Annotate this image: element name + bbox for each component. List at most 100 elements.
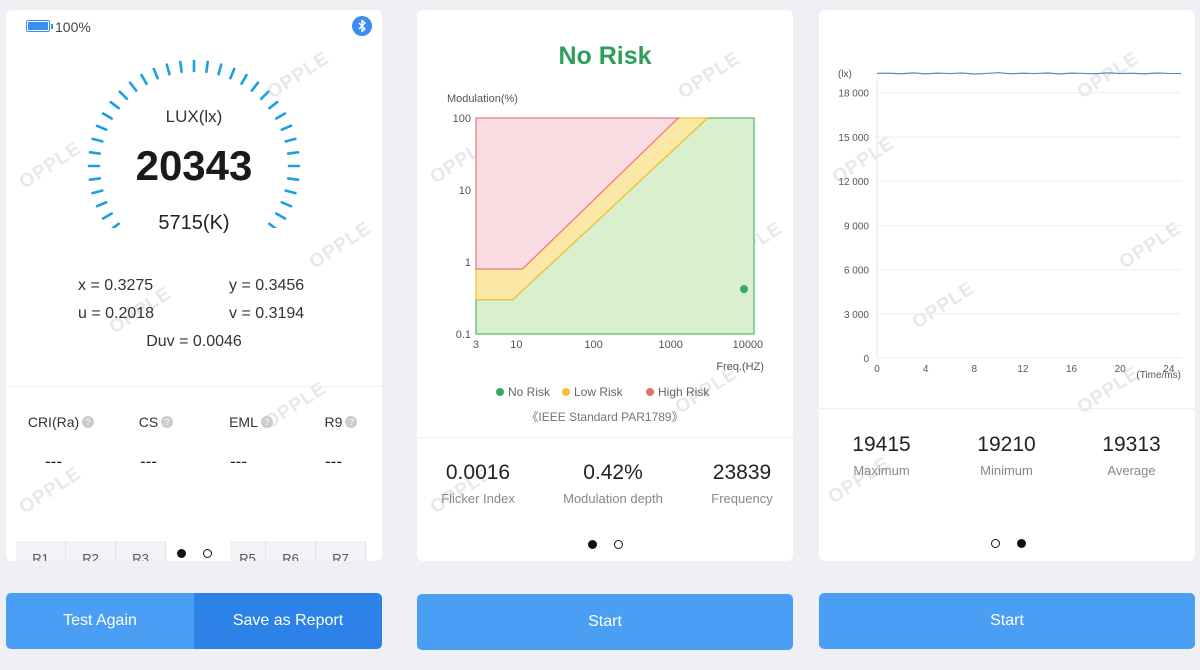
tab-r6[interactable]: R6 xyxy=(266,541,316,561)
x-tick-label: 10000 xyxy=(733,339,764,351)
tab-r5[interactable]: R5 xyxy=(230,541,266,561)
gauge-tick xyxy=(229,67,236,80)
y-tick-label: 3 000 xyxy=(844,310,869,321)
gauge-tick xyxy=(101,112,114,120)
metric-eml[interactable]: EML? xyxy=(196,414,306,430)
average-label: Average xyxy=(1107,463,1156,478)
help-icon[interactable]: ? xyxy=(82,416,95,428)
gauge-tick xyxy=(274,212,287,220)
chroma-u: u = 0.2018 xyxy=(78,305,155,322)
help-icon[interactable]: ? xyxy=(345,416,358,428)
lux-gauge xyxy=(87,59,301,228)
help-icon[interactable]: ? xyxy=(161,416,174,428)
metric-label: CS xyxy=(138,414,159,430)
modulation-depth-label: Modulation depth xyxy=(563,491,663,506)
gauge-tick xyxy=(101,212,114,220)
flicker-index-value: 0.0016 xyxy=(445,461,511,484)
light-meter-card: OPPLE OPPLE OPPLE OPPLE OPPLE OPPLE 100%… xyxy=(6,10,382,561)
divider xyxy=(819,408,1195,409)
gauge-tick xyxy=(165,63,171,76)
metric-r9[interactable]: R9? xyxy=(286,414,382,430)
maximum-label: Maximum xyxy=(853,463,910,478)
test-again-button[interactable]: Test Again xyxy=(6,593,194,649)
lux-value: 20343 xyxy=(135,142,253,189)
y-tick-label: 12 000 xyxy=(838,177,869,188)
watermark: OPPLE xyxy=(824,452,895,509)
pager-dot[interactable] xyxy=(614,540,623,549)
minimum-value: 19210 xyxy=(977,433,1036,456)
risk-status: No Risk xyxy=(558,42,652,70)
y-tick-label: 6 000 xyxy=(844,266,869,277)
x-tick-label: 1000 xyxy=(658,339,682,351)
x-tick-label: 24 xyxy=(1163,364,1175,375)
y-tick-label: 100 xyxy=(453,113,471,125)
gauge-tick xyxy=(274,112,287,120)
x-tick-label: 10 xyxy=(510,339,522,351)
high-risk-region xyxy=(475,117,680,270)
illuminance-series-line xyxy=(876,72,1182,75)
light-meter-panel: OPPLE OPPLE OPPLE OPPLE OPPLE OPPLE 100%… xyxy=(0,0,395,670)
tab-r3[interactable]: R3 xyxy=(116,541,166,561)
maximum-value: 19415 xyxy=(852,433,911,456)
chroma-v: v = 0.3194 xyxy=(229,305,305,322)
metric-label: R9 xyxy=(324,414,343,430)
measurement-point xyxy=(740,285,748,294)
metric-value: --- xyxy=(325,452,342,471)
gauge-tick xyxy=(118,90,129,101)
pager-dot[interactable] xyxy=(203,549,212,558)
tab-r1[interactable]: R1 xyxy=(16,541,66,561)
metric-cs[interactable]: CS? xyxy=(101,414,211,430)
gauge-tick xyxy=(268,100,279,110)
average-value: 19313 xyxy=(1102,433,1161,456)
y-tick-label: 15 000 xyxy=(838,133,869,144)
bluetooth-icon[interactable] xyxy=(352,16,372,36)
metric-cri[interactable]: CRI(Ra)? xyxy=(6,414,116,430)
frequency-label: Frequency xyxy=(711,491,773,506)
gauge-tick xyxy=(286,150,300,155)
y-axis-label: (lx) xyxy=(838,69,852,80)
pager-dot-active[interactable] xyxy=(1017,539,1026,548)
y-tick-label: 10 xyxy=(459,185,471,197)
x-tick-label: 100 xyxy=(584,339,602,351)
metric-value: --- xyxy=(230,452,247,471)
gauge-tick xyxy=(259,90,270,101)
x-tick-label: 0 xyxy=(874,364,880,375)
divider xyxy=(6,386,382,387)
watermark: OPPLE xyxy=(15,137,86,194)
x-tick-label: 3 xyxy=(473,339,479,351)
y-tick-label: 0.1 xyxy=(456,329,471,341)
x-tick-label: 20 xyxy=(1115,364,1127,375)
tab-r2[interactable]: R2 xyxy=(66,541,116,561)
gauge-tick xyxy=(280,201,293,208)
gauge-tick xyxy=(140,73,148,86)
gauge-tick xyxy=(109,100,120,110)
flicker-card: OPPLE OPPLE OPPLE OPPLE OPPLE No Risk 10… xyxy=(417,10,793,561)
gauge-tick xyxy=(205,60,210,74)
pager-dot-active[interactable] xyxy=(177,549,186,558)
x-axis-label: (Time/ms) xyxy=(1136,370,1181,381)
start-button[interactable]: Start xyxy=(819,593,1195,649)
metric-value: --- xyxy=(45,452,62,471)
x-tick-label: 16 xyxy=(1066,364,1078,375)
pager-dot[interactable] xyxy=(991,539,1000,548)
illuminance-chart: 18 000 15 000 12 000 9 000 6 000 3 000 00 4 8 12 1… xyxy=(838,69,1182,381)
gauge-label: LUX(lx) xyxy=(165,107,223,126)
cct-value: 5715(K) xyxy=(158,212,230,234)
save-report-button[interactable]: Save as Report xyxy=(194,593,382,649)
pager-dot-active[interactable] xyxy=(588,540,597,549)
illuminance-panel: OPPLE OPPLE OPPLE OPPLE OPPLE OPPLE 18 0… xyxy=(806,0,1200,670)
legend-label: No Risk xyxy=(508,385,551,399)
start-button[interactable]: Start xyxy=(417,594,793,650)
help-icon[interactable]: ? xyxy=(260,416,273,428)
x-tick-label: 12 xyxy=(1017,364,1029,375)
gauge-tick xyxy=(284,189,297,195)
pager xyxy=(166,541,230,561)
gauge-tick xyxy=(95,124,108,131)
chroma-x: x = 0.3275 xyxy=(78,277,154,294)
tab-r7[interactable]: R7 xyxy=(316,541,366,561)
modulation-depth-value: 0.42% xyxy=(583,461,643,484)
metric-value: --- xyxy=(140,452,157,471)
minimum-label: Minimum xyxy=(980,463,1033,478)
legend-marker xyxy=(562,388,570,396)
chroma-y: y = 0.3456 xyxy=(229,277,305,294)
